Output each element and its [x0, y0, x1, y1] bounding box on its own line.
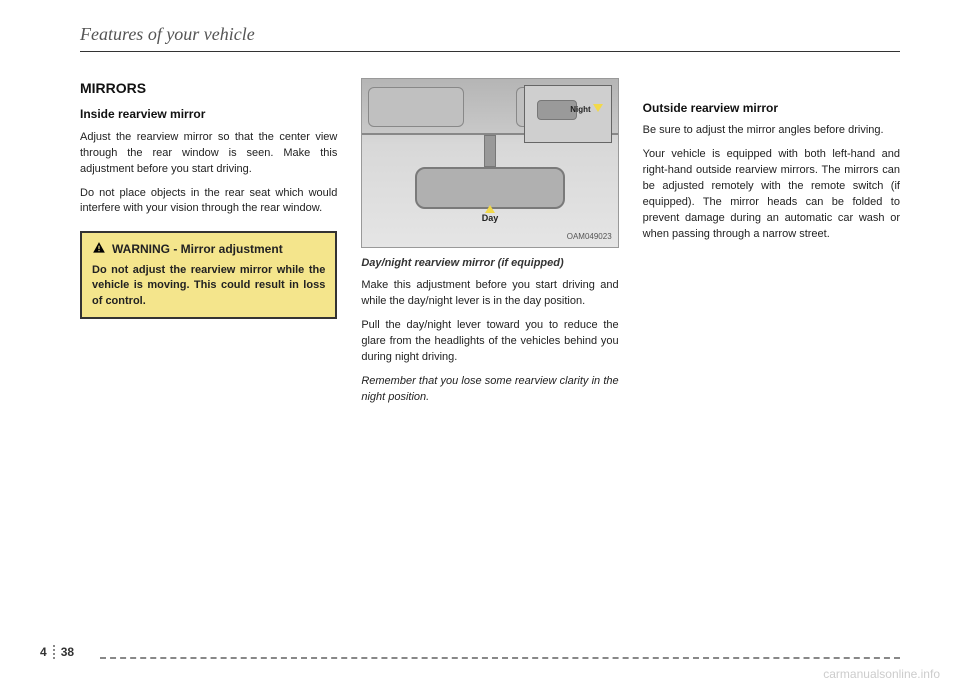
warning-label: WARNING - [112, 242, 181, 256]
page-header-text: Features of your vehicle [80, 24, 255, 44]
spacer [643, 78, 900, 100]
figure-mirror-body [415, 167, 565, 209]
column-left: MIRRORS Inside rearview mirror Adjust th… [80, 78, 337, 414]
figure-mirror-stem [484, 135, 496, 167]
column-right: Outside rearview mirror Be sure to adjus… [643, 78, 900, 414]
arrow-down-icon [593, 104, 603, 112]
daynight-caption: Day/night rearview mirror (if equipped) [361, 256, 618, 272]
figure-code: OAM049023 [567, 231, 612, 243]
warning-icon [92, 241, 106, 255]
figure-sunvisor-left [368, 87, 464, 127]
figure-night-label: Night [570, 104, 590, 116]
content-columns: MIRRORS Inside rearview mirror Adjust th… [80, 78, 900, 414]
daynight-p2: Pull the day/night lever toward you to r… [361, 318, 618, 366]
page-header: Features of your vehicle [80, 24, 900, 52]
daynight-p3: Remember that you lose some rearview cla… [361, 374, 618, 406]
page-number-box: 4 38 [40, 645, 74, 659]
inside-mirror-p1: Adjust the rearview mirror so that the c… [80, 130, 337, 178]
page-number: 38 [61, 645, 74, 659]
inside-mirror-p2: Do not place objects in the rear seat wh… [80, 186, 337, 218]
figure-inset: Night [524, 85, 612, 143]
page-footer: 4 38 [40, 657, 900, 659]
rearview-mirror-figure: Night Day OAM049023 [361, 78, 618, 248]
warning-heading: WARNING - Mirror adjustment [92, 241, 325, 258]
daynight-p1: Make this adjustment before you start dr… [361, 278, 618, 310]
figure-day-label: Day [482, 212, 499, 225]
section-title: MIRRORS [80, 78, 337, 98]
warning-body: Do not adjust the rearview mirror while … [92, 263, 325, 309]
column-middle: Night Day OAM049023 Day/night rearview m… [361, 78, 618, 414]
warning-subject: Mirror adjustment [181, 242, 283, 256]
outside-mirror-p2: Your vehicle is equipped with both left-… [643, 147, 900, 243]
watermark: carmanualsonline.info [823, 667, 940, 681]
chapter-number: 4 [40, 645, 55, 659]
outside-mirror-subtitle: Outside rearview mirror [643, 100, 900, 117]
inside-mirror-subtitle: Inside rearview mirror [80, 106, 337, 123]
footer-rule [100, 657, 900, 659]
outside-mirror-p1: Be sure to adjust the mirror angles befo… [643, 123, 900, 139]
warning-box: WARNING - Mirror adjustment Do not adjus… [80, 231, 337, 319]
